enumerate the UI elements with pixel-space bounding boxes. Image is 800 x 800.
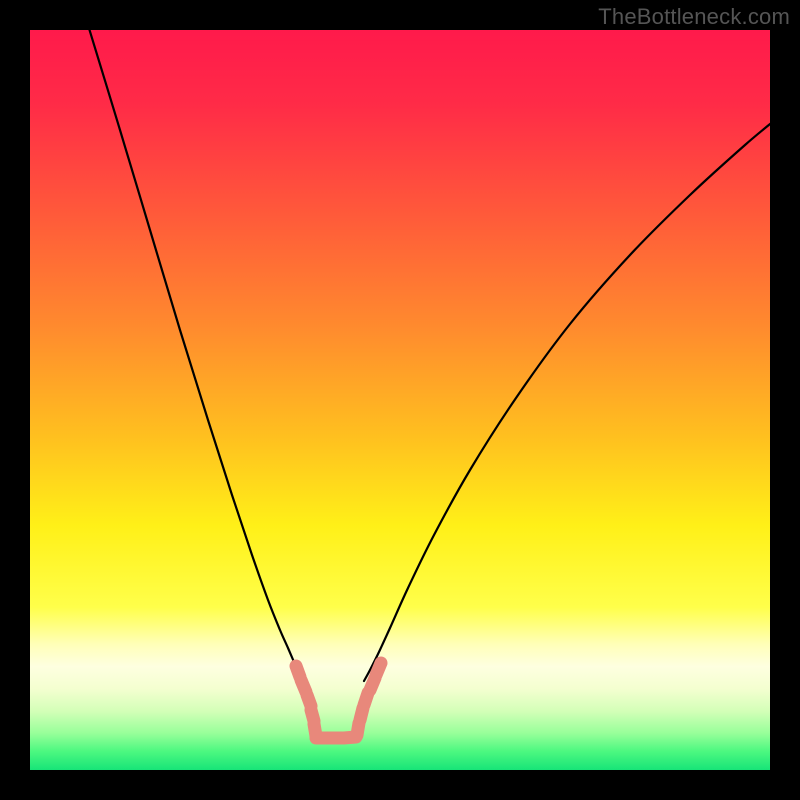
gradient-background xyxy=(30,30,770,770)
plot-viewport xyxy=(30,30,770,770)
plot-svg xyxy=(30,30,770,770)
chart-frame: TheBottleneck.com xyxy=(0,0,800,800)
watermark-text: TheBottleneck.com xyxy=(598,4,790,30)
valley-marker xyxy=(376,663,381,675)
